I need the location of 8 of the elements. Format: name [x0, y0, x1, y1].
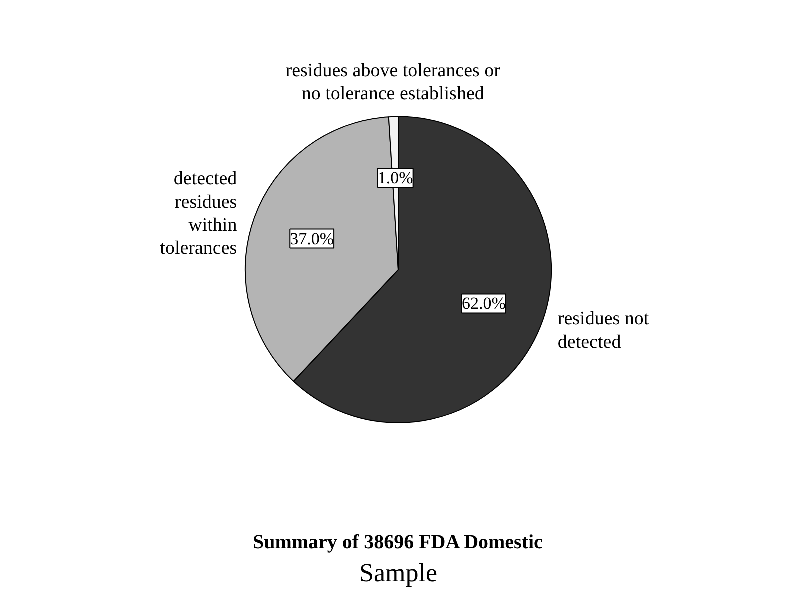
data-label: 62.0% [462, 294, 506, 314]
slice-label: residues not detected [558, 308, 650, 353]
slice-label: detected residues within tolerances [160, 168, 238, 260]
data-label: 37.0% [290, 229, 334, 248]
text: Sample [360, 558, 438, 588]
text: Summary of 38696 FDA Domestic [252, 531, 544, 554]
data-label: 1.0% [378, 168, 414, 188]
slice-label: residues above tolerances or no tolerance established [286, 60, 502, 105]
